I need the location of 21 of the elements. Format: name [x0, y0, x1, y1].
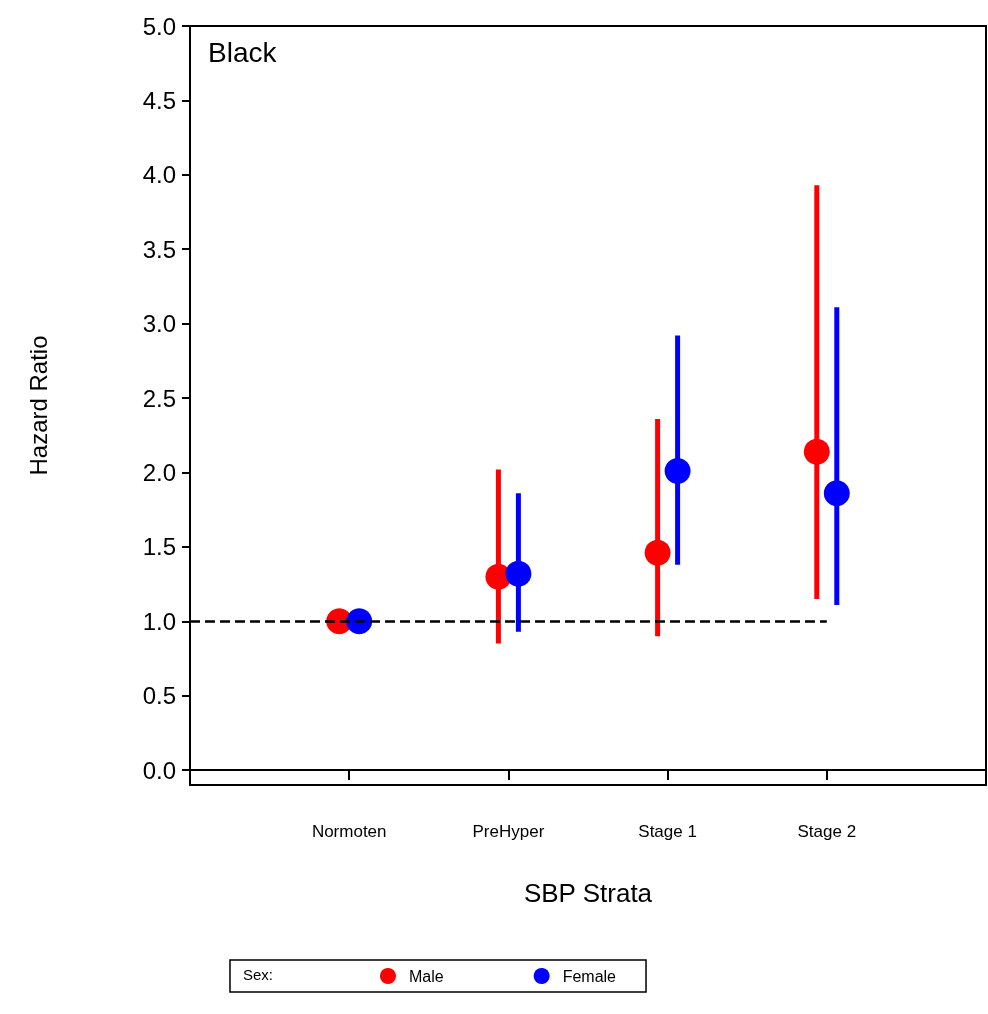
- x-tick-label: Normoten: [311, 822, 387, 841]
- x-tick-label: Stage 2: [797, 822, 857, 841]
- legend-title: Sex:: [243, 966, 274, 983]
- y-tick-label: 3.0: [142, 310, 176, 338]
- y-tick-label: 1.0: [142, 607, 176, 635]
- y-tick-label: 3.5: [142, 235, 176, 263]
- y-tick-label: 0.5: [142, 682, 176, 710]
- x-tick-label: Stage 1: [638, 822, 697, 841]
- y-tick-label: 2.5: [142, 384, 176, 412]
- y-axis-title: Hazard Ratio: [24, 335, 52, 476]
- x-axis-title: SBP Strata: [523, 878, 653, 908]
- y-tick-label: 1.5: [142, 533, 176, 561]
- y-tick-label: 5.0: [142, 12, 176, 40]
- legend-label: Male: [408, 967, 444, 985]
- y-tick-label: 0.0: [142, 756, 176, 784]
- x-tick-label: PreHyper: [472, 822, 545, 841]
- y-tick-label: 2.0: [142, 458, 176, 486]
- annotation: Black: [208, 36, 278, 68]
- legend-label: Female: [562, 967, 617, 985]
- y-tick-label: 4.5: [142, 86, 176, 114]
- y-tick-label: 4.0: [142, 161, 176, 189]
